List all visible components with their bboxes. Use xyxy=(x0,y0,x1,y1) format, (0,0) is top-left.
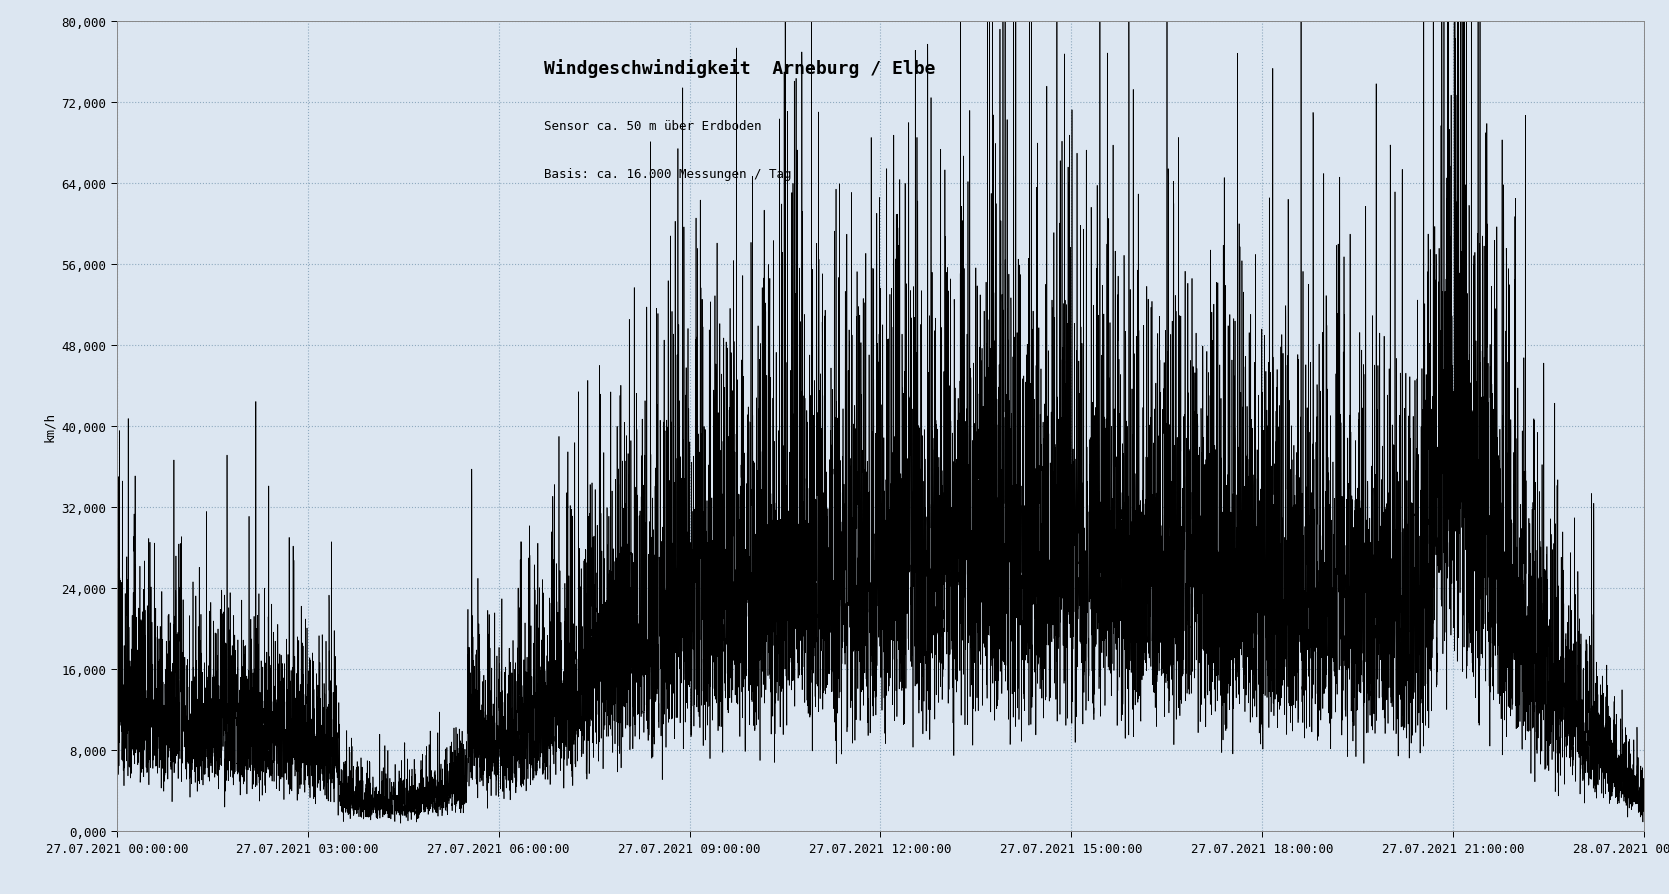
Text: Basis: ca. 16.000 Messungen / Tag: Basis: ca. 16.000 Messungen / Tag xyxy=(544,168,791,181)
Text: Windgeschwindigkeit  Arneburg / Elbe: Windgeschwindigkeit Arneburg / Elbe xyxy=(544,59,936,78)
Text: Sensor ca. 50 m über Erdboden: Sensor ca. 50 m über Erdboden xyxy=(544,120,763,132)
Y-axis label: km/h: km/h xyxy=(43,412,55,442)
